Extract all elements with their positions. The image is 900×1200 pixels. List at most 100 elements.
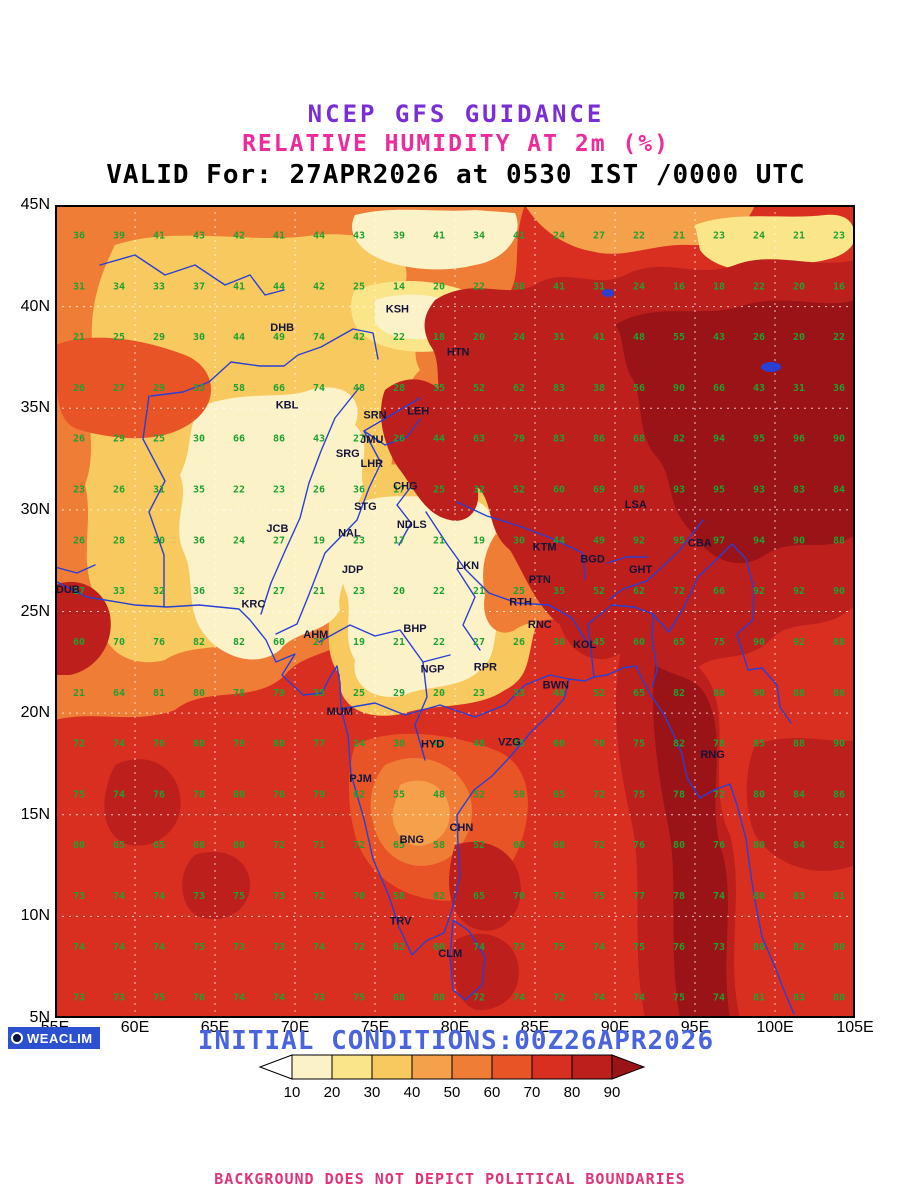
grid-value: 43 [753, 383, 765, 394]
grid-value: 21 [793, 230, 805, 241]
lat-tick-label: 35N [20, 399, 50, 417]
grid-value: 74 [713, 891, 725, 902]
grid-value: 25 [353, 281, 365, 292]
grid-value: 76 [273, 789, 285, 800]
grid-value: 88 [793, 688, 805, 699]
colorbar-label: 90 [604, 1084, 621, 1101]
grid-value: 82 [193, 637, 205, 648]
grid-value: 25 [153, 434, 165, 445]
grid-value: 28 [113, 535, 125, 546]
grid-value: 36 [193, 586, 205, 597]
grid-value: 81 [833, 891, 845, 902]
grid-value: 26 [313, 485, 325, 496]
grid-value: 78 [673, 789, 685, 800]
grid-value: 30 [153, 535, 165, 546]
city-label: MUM [327, 706, 353, 718]
grid-value: 83 [793, 993, 805, 1004]
grid-value: 34 [473, 230, 485, 241]
coastline [55, 564, 96, 574]
grid-value: 93 [753, 485, 765, 496]
grid-value: 88 [833, 535, 845, 546]
grid-value: 86 [833, 789, 845, 800]
city-label: BWN [543, 680, 569, 692]
grid-value: 78 [713, 739, 725, 750]
grid-value: 75 [633, 789, 645, 800]
grid-value: 49 [593, 535, 605, 546]
grid-value: 21 [433, 535, 445, 546]
grid-value: 95 [713, 485, 725, 496]
grid-value: 66 [713, 586, 725, 597]
grid-value: 74 [113, 789, 125, 800]
city-label: RPR [474, 661, 497, 673]
grid-value: 30 [193, 332, 205, 343]
grid-value: 19 [353, 637, 365, 648]
grid-value: 69 [593, 485, 605, 496]
grid-value: 21 [393, 637, 405, 648]
border-line [150, 328, 379, 397]
grid-value: 75 [633, 942, 645, 953]
grid-value: 41 [593, 332, 605, 343]
city-label: JMU [360, 434, 383, 446]
grid-value: 31 [593, 281, 605, 292]
grid-value: 18 [713, 281, 725, 292]
grid-value: 75 [233, 891, 245, 902]
grid-value: 80 [273, 739, 285, 750]
grid-value: 92 [793, 637, 805, 648]
border-line [275, 397, 421, 635]
grid-value: 73 [193, 891, 205, 902]
grid-value: 21 [473, 586, 485, 597]
grid-value: 75 [193, 942, 205, 953]
grid-value: 83 [553, 434, 565, 445]
grid-value: 32 [233, 586, 245, 597]
grid-value: 31 [73, 281, 85, 292]
grid-value: 23 [833, 230, 845, 241]
border-line [652, 543, 792, 724]
grid-value: 38 [593, 383, 605, 394]
border-line [587, 604, 658, 688]
grid-value: 79 [313, 789, 325, 800]
grid-value: 80 [673, 840, 685, 851]
lon-tick-label: 60E [120, 1019, 150, 1036]
grid-value: 48 [473, 739, 485, 750]
grid-value: 23 [353, 586, 365, 597]
grid-value: 21 [73, 332, 85, 343]
grid-value: 65 [153, 840, 165, 851]
city-label: PTN [529, 574, 551, 586]
colorbar-arrow-low [258, 1054, 293, 1080]
grid-value: 33 [153, 281, 165, 292]
grid-value: 55 [513, 739, 525, 750]
grid-value: 20 [793, 281, 805, 292]
grid-value: 58 [433, 840, 445, 851]
city-label: JCB [266, 523, 288, 535]
grid-value: 78 [233, 688, 245, 699]
grid-value: 43 [193, 230, 205, 241]
grid-value: 27 [273, 586, 285, 597]
grid-value: 29 [113, 434, 125, 445]
grid-value: 74 [593, 942, 605, 953]
grid-value: 49 [273, 332, 285, 343]
grid-value: 74 [713, 993, 725, 1004]
grid-value: 32 [153, 586, 165, 597]
lat-tick-label: 25N [20, 602, 50, 620]
grid-value: 25 [433, 485, 445, 496]
grid-value: 36 [353, 485, 365, 496]
city-label: KBL [276, 399, 299, 411]
grid-value: 36 [833, 383, 845, 394]
grid-value: 30 [513, 535, 525, 546]
grid-value: 58 [393, 891, 405, 902]
grid-value: 74 [313, 383, 325, 394]
city-label: HYD [421, 739, 444, 751]
grid-value: 58 [233, 383, 245, 394]
grid-value: 26 [113, 485, 125, 496]
disclaimer-text: BACKGROUND DOES NOT DEPICT POLITICAL BOU… [214, 1170, 686, 1188]
grid-value: 74 [233, 993, 245, 1004]
grid-value: 39 [393, 230, 405, 241]
grid-value: 39 [113, 230, 125, 241]
grid-value: 75 [553, 942, 565, 953]
colorbar-label: 20 [324, 1084, 341, 1101]
lake [602, 289, 614, 297]
grid-value: 80 [233, 840, 245, 851]
colorbar-label: 40 [404, 1084, 421, 1101]
grid-value: 52 [593, 688, 605, 699]
